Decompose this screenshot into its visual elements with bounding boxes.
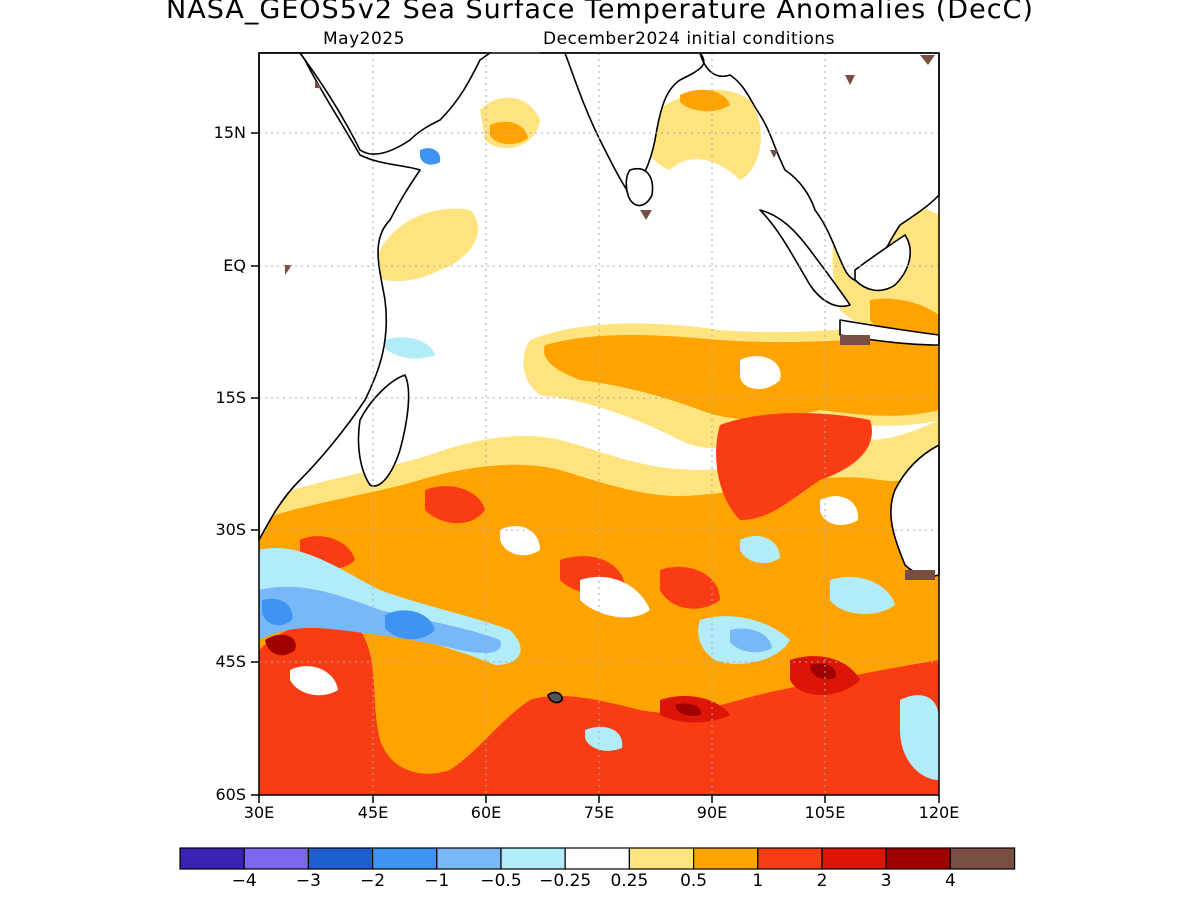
- colorbar-swatch: [307, 847, 374, 870]
- colorbar-tick-label: −1: [424, 871, 450, 891]
- forecast-month: May2025: [323, 29, 405, 49]
- colorbar-swatch: [564, 847, 631, 870]
- x-tick-label: 120E: [918, 803, 960, 822]
- x-tick-label: 45E: [357, 803, 389, 822]
- colorbar-tick-label: 2: [816, 871, 828, 891]
- x-tick-label: 60E: [470, 803, 502, 822]
- colorbar-tick-label: −3: [295, 871, 321, 891]
- colorbar-tick-label: −0.25: [539, 871, 592, 891]
- y-tick-label: 15N: [213, 123, 246, 142]
- colorbar-tick-label: −0.5: [480, 871, 522, 891]
- y-tick-label: 45S: [215, 652, 246, 671]
- colorbar-tick-label: −4: [231, 871, 257, 891]
- x-tick-label: 90E: [696, 803, 728, 822]
- colorbar-swatch: [949, 847, 1016, 870]
- x-tick-label: 75E: [583, 803, 615, 822]
- colorbar-tick-label: 0.5: [680, 871, 708, 891]
- x-tick-label: 105E: [804, 803, 846, 822]
- colorbar-swatch: [628, 847, 695, 870]
- colorbar-swatch: [243, 847, 309, 870]
- colorbar-swatch: [821, 847, 887, 870]
- colorbar-tick-label: 4: [944, 871, 956, 891]
- colorbar-swatch: [372, 847, 438, 870]
- colorbar-swatch: [500, 847, 566, 870]
- y-tick-label: EQ: [223, 256, 246, 275]
- colorbar-tick-label: 3: [880, 871, 892, 891]
- colorbar-tick-label: 0.25: [610, 871, 649, 891]
- colorbar-tick-label: −2: [360, 871, 386, 891]
- coastlines: [258, 52, 940, 704]
- colorbar-swatch: [757, 847, 823, 870]
- y-tick-label: 60S: [215, 785, 246, 804]
- axis-ticks: [251, 132, 940, 803]
- y-tick-label: 15S: [215, 388, 246, 407]
- y-tick-label: 30S: [215, 520, 246, 539]
- x-tick-label: 30E: [243, 803, 275, 822]
- colorbar: [179, 847, 1016, 870]
- colorbar-swatch: [885, 847, 952, 870]
- graticule: [259, 53, 939, 795]
- initial-conditions: December2024 initial conditions: [543, 29, 835, 49]
- map-title: NASA_GEOS5v2 Sea Surface Temperature Ano…: [166, 0, 1034, 25]
- colorbar-tick-label: 1: [752, 871, 764, 891]
- colorbar-swatch: [692, 847, 759, 870]
- coastal-max-anomaly: [285, 55, 935, 580]
- colorbar-swatch: [179, 847, 245, 870]
- colorbar-swatch: [436, 847, 502, 870]
